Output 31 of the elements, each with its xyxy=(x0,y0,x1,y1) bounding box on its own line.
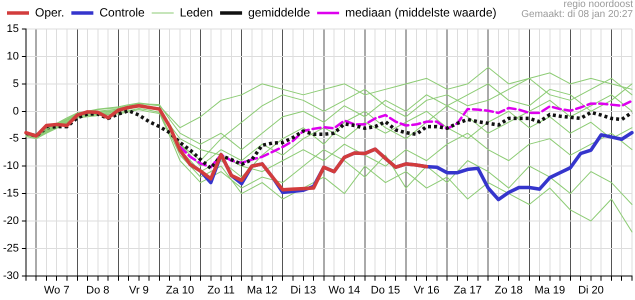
x-tick-label: Di 20 xyxy=(578,284,604,296)
legend-label: Leden xyxy=(180,5,214,20)
y-tick-label: 15 xyxy=(6,23,19,36)
legend-label: Controle xyxy=(99,5,146,20)
text: Gemaakt: di 08 jan 20:27 xyxy=(521,9,633,20)
x-tick-label: Wo 14 xyxy=(328,284,360,296)
legend-label: gemiddelde xyxy=(248,5,310,20)
x-tick-label: Do 15 xyxy=(370,284,400,296)
x-tick-label: Za 10 xyxy=(166,284,194,296)
y-tick-label: 5 xyxy=(12,78,19,90)
y-tick-label: -5 xyxy=(9,132,19,145)
y-tick-label: -25 xyxy=(2,242,19,254)
x-tick-label: Zo 18 xyxy=(494,284,523,296)
y-tick-label: -30 xyxy=(2,270,19,282)
y-tick-label: -10 xyxy=(2,160,19,172)
x-tick-label: Za 17 xyxy=(454,284,482,296)
legend-label: mediaan (middelste waarde) xyxy=(345,5,497,20)
x-tick-label: Zo 11 xyxy=(207,284,235,296)
legend-label: Oper. xyxy=(35,5,64,20)
y-tick-label: -15 xyxy=(2,188,19,200)
text: regio noordoost xyxy=(564,0,633,10)
y-tick-label: -20 xyxy=(2,214,19,227)
x-tick-label: Vr 9 xyxy=(129,284,149,296)
y-tick-label: 10 xyxy=(6,50,19,62)
x-tick-label: Di 13 xyxy=(290,284,316,296)
x-tick-label: Ma 19 xyxy=(534,284,566,296)
x-tick-label: Vr 16 xyxy=(414,284,440,296)
x-tick-label: Wo 7 xyxy=(44,284,70,296)
x-tick-label: Do 8 xyxy=(86,284,110,296)
y-tick-label: 0 xyxy=(12,105,19,118)
x-tick-label: Ma 12 xyxy=(246,284,278,296)
